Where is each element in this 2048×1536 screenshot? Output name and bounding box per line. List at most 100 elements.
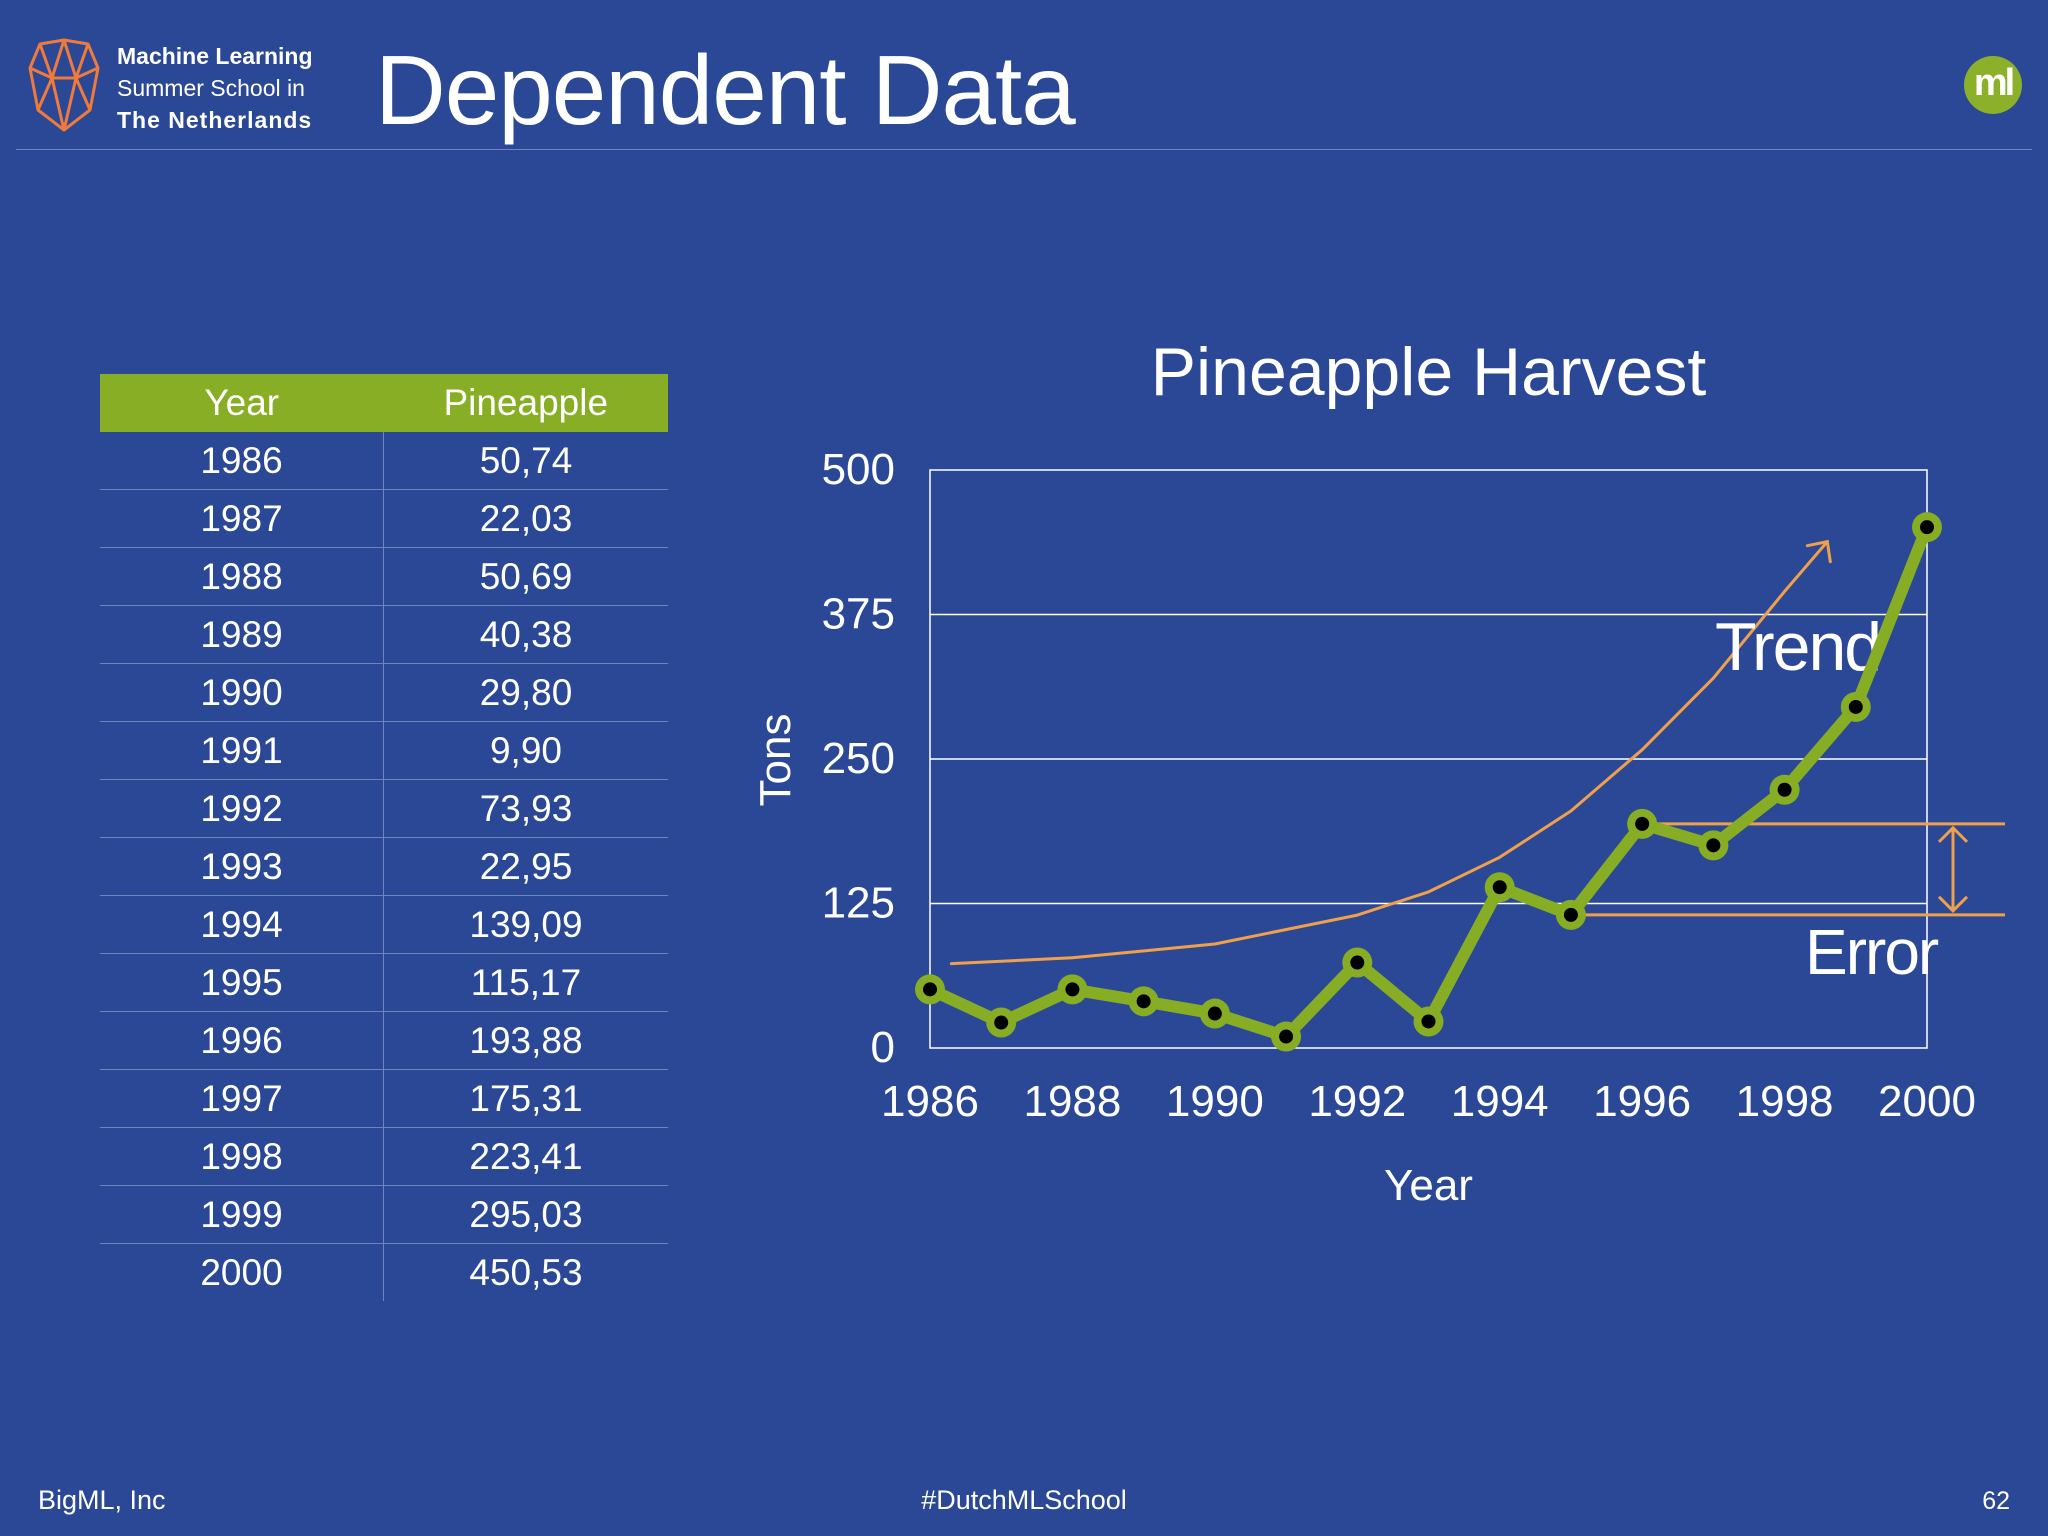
- data-point-center: [1492, 880, 1507, 895]
- pineapple-cell: 50,74: [383, 432, 668, 490]
- x-tick-label: 1994: [1451, 1077, 1549, 1126]
- data-point-center: [1706, 838, 1721, 853]
- x-axis-label: Year: [1384, 1161, 1473, 1210]
- ml-logo-icon: ml: [1964, 56, 2022, 114]
- data-point-center: [923, 982, 937, 997]
- logo-text: Machine Learning Summer School in The Ne…: [117, 40, 313, 136]
- pineapple-cell: 40,38: [383, 605, 668, 664]
- x-tick-label: 1988: [1023, 1077, 1121, 1126]
- table-row: 1999 295,03: [100, 1185, 668, 1244]
- year-cell: 1994: [100, 895, 384, 954]
- table-row: 1990 29,80: [100, 663, 668, 722]
- x-tick-label: 1990: [1166, 1077, 1264, 1126]
- table-row: 1989 40,38: [100, 605, 668, 664]
- y-tick-label: 500: [822, 445, 895, 494]
- footer-hashtag: #DutchMLSchool: [921, 1485, 1127, 1515]
- table-row: 1987 22,03: [100, 489, 668, 548]
- x-tick-label: 1992: [1308, 1077, 1406, 1126]
- chart-svg: Pineapple Harvest 0 125 250 375 500 1986 1988 19…: [751, 334, 2005, 1210]
- data-point-center: [1136, 994, 1151, 1009]
- table-row: 1993 22,95: [100, 837, 668, 896]
- pineapple-cell: 22,03: [383, 489, 668, 548]
- year-cell: 1986: [100, 432, 384, 490]
- year-cell: 1997: [100, 1069, 384, 1128]
- pineapple-cell: 50,69: [383, 547, 668, 606]
- y-tick-label: 0: [871, 1023, 895, 1072]
- year-cell: 1998: [100, 1127, 384, 1186]
- trend-label: Trend: [1715, 609, 1880, 685]
- header-divider: [16, 149, 2032, 150]
- pineapple-cell: 450,53: [469, 1251, 583, 1293]
- pineapple-cell: 9,90: [383, 721, 668, 780]
- trend-curve: [949, 540, 1829, 966]
- year-cell: 1989: [100, 605, 384, 664]
- pineapple-harvest-chart: Pineapple Harvest 0 125 250 375 500 1986 1988 19…: [720, 320, 2048, 1240]
- table-body: 1986 50,74 1987 22,03 1988 50,69 1989 40,38 1990…: [100, 432, 668, 1301]
- data-point-center: [1563, 907, 1578, 922]
- data-point-center: [1065, 982, 1080, 997]
- table-row: 1994 139,09: [100, 895, 668, 954]
- table-row: 1988 50,69: [100, 547, 668, 606]
- footer-company: BigML, Inc: [38, 1485, 166, 1515]
- table-row: 1986 50,74: [100, 432, 668, 490]
- data-point-center: [1350, 955, 1365, 970]
- data-point-center: [1279, 1029, 1294, 1044]
- y-tick-label: 125: [822, 879, 895, 928]
- pineapple-cell: 73,93: [383, 779, 668, 838]
- data-point-center: [1777, 782, 1792, 797]
- data-point-center: [1920, 520, 1934, 535]
- table-row: 1996 193,88: [100, 1011, 668, 1070]
- error-label: Error: [1805, 916, 1939, 988]
- year-cell: 1992: [100, 779, 384, 838]
- year-cell: 1988: [100, 547, 384, 606]
- pineapple-cell: 175,31: [383, 1069, 668, 1128]
- data-point-center: [1207, 1006, 1222, 1021]
- pineapple-cell: 22,95: [383, 837, 668, 896]
- pineapple-cell: 139,09: [383, 895, 668, 954]
- trend-arrowhead: [1805, 539, 1832, 564]
- y-tick-label: 250: [822, 734, 895, 783]
- year-cell: 1991: [100, 721, 384, 780]
- year-cell: 1987: [100, 489, 384, 548]
- table-row: 1992 73,93: [100, 779, 668, 838]
- x-tick-label: 1998: [1736, 1077, 1834, 1126]
- pineapple-cell: 295,03: [383, 1185, 668, 1244]
- x-tick-label: 1986: [881, 1077, 979, 1126]
- page-number: 62: [1982, 1487, 2010, 1515]
- table-row: 2000 450,53: [100, 1243, 668, 1301]
- table-row: 1995 115,17: [100, 953, 668, 1012]
- data-point-center: [1635, 816, 1650, 831]
- x-tick-label: 1996: [1593, 1077, 1691, 1126]
- error-arrowhead-bottom: [1937, 895, 1969, 913]
- year-cell: 2000: [100, 1243, 384, 1301]
- chart-title: Pineapple Harvest: [1151, 334, 1707, 410]
- pineapple-cell: 29,80: [383, 663, 668, 722]
- logo-line-3: The Netherlands: [117, 107, 313, 133]
- y-tick-label: 375: [822, 590, 895, 639]
- table-row: 1991 9,90: [100, 721, 668, 780]
- x-tick-label: 2000: [1878, 1077, 1976, 1126]
- pineapple-data-table: Year Pineapple 1986 50,74 1987 22,03 1988 50,…: [100, 374, 668, 1301]
- year-cell: 1996: [100, 1011, 384, 1070]
- slide-header: Machine Learning Summer School in The Ne…: [0, 0, 2048, 150]
- error-arrowhead-top: [1937, 825, 1969, 843]
- year-cell: 1999: [100, 1185, 384, 1244]
- year-cell: 1993: [100, 837, 384, 896]
- summer-school-logo-icon: [28, 38, 100, 132]
- pineapple-cell: 193,88: [383, 1011, 668, 1070]
- y-axis-label: Tons: [751, 714, 800, 807]
- slide-title: Dependent Data: [375, 35, 1076, 145]
- data-point-center: [994, 1015, 1009, 1030]
- column-header-year: Year: [100, 374, 384, 432]
- pineapple-cell: 115,17: [383, 953, 668, 1012]
- column-header-pineapple: Pineapple: [383, 374, 668, 432]
- plot-frame: [929, 469, 1928, 1049]
- pineapple-cell: 223,41: [383, 1127, 668, 1186]
- logo-line-1: Machine Learning: [117, 43, 313, 69]
- data-point-center: [1421, 1014, 1436, 1029]
- table-header-row: Year Pineapple: [100, 374, 668, 432]
- year-cell: 1990: [100, 663, 384, 722]
- table-row: 1998 223,41: [100, 1127, 668, 1186]
- table-row: 1997 175,31: [100, 1069, 668, 1128]
- logo-line-2: Summer School in: [117, 75, 305, 101]
